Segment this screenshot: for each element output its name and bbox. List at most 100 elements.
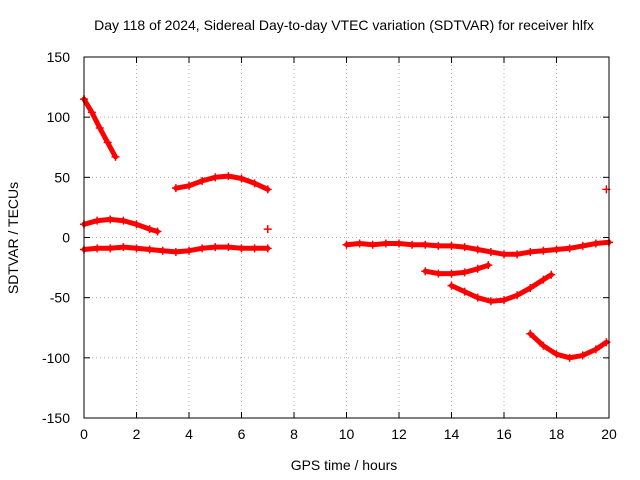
data-point (513, 250, 522, 259)
data-point (434, 241, 443, 250)
x-tick-label: 16 (496, 426, 512, 442)
data-point (368, 240, 377, 249)
data-point (381, 239, 390, 248)
data-point (486, 247, 495, 256)
data-point (447, 269, 456, 278)
data-point (106, 244, 115, 253)
x-tick-label: 10 (339, 426, 355, 442)
data-point (473, 293, 482, 302)
data-point (250, 179, 259, 188)
grid (84, 57, 609, 418)
data-point (158, 246, 167, 255)
data-point (395, 239, 403, 248)
data-point (591, 239, 600, 248)
series-arc-2 (80, 215, 162, 236)
series-arc-8 (447, 270, 556, 306)
data-point (434, 269, 443, 278)
data-point (93, 244, 102, 253)
data-point (263, 244, 272, 253)
data-point (355, 239, 364, 248)
x-tick-label: 0 (80, 426, 88, 442)
series-arc-7 (421, 261, 493, 278)
data-point (578, 241, 587, 250)
data-point (500, 296, 508, 305)
y-tick-label: -100 (42, 350, 70, 366)
data-point (547, 270, 556, 279)
series-line (173, 173, 271, 192)
data-point (119, 243, 128, 252)
data-point (119, 216, 128, 225)
data-point (565, 353, 574, 362)
data-point (513, 291, 522, 300)
data-point (473, 245, 482, 254)
data-point (198, 244, 207, 253)
y-tick-label: -150 (42, 410, 70, 426)
data-point (460, 287, 469, 296)
x-tick-label: 8 (290, 426, 298, 442)
data-point (211, 173, 220, 182)
y-axis-label: SDTVAR / TECUs (5, 182, 21, 294)
data-point (500, 250, 508, 259)
data-point (263, 185, 272, 194)
data-point (95, 123, 104, 132)
series-arc-3 (80, 243, 272, 256)
data-point (591, 345, 600, 354)
data-point (447, 281, 456, 290)
data-point (539, 275, 548, 284)
data-point (460, 243, 469, 252)
x-tick-label: 4 (185, 426, 193, 442)
data-point (198, 176, 207, 185)
data-point (539, 246, 548, 255)
series-arc-6 (342, 238, 613, 259)
data-point (185, 246, 193, 255)
data-point (250, 244, 259, 253)
data-point (460, 268, 469, 277)
chart-title: Day 118 of 2024, Sidereal Day-to-day VTE… (94, 17, 594, 33)
series-arc-5 (263, 225, 272, 234)
data-point (552, 245, 561, 254)
data-point (578, 351, 587, 360)
data-point (132, 220, 141, 229)
data-point (263, 225, 272, 234)
series-arc-1 (80, 95, 120, 161)
y-tick-label: 100 (47, 109, 71, 125)
data-point (93, 216, 102, 225)
x-tick-label: 20 (601, 426, 617, 442)
data-point (421, 267, 430, 276)
data-point (447, 241, 456, 250)
data-point (408, 240, 417, 249)
data-point (106, 215, 115, 224)
y-tick-label: -50 (50, 290, 70, 306)
data-point (171, 184, 180, 193)
x-tick-label: 14 (444, 426, 460, 442)
axis-ticks (83, 56, 610, 419)
series-arc-9 (526, 329, 611, 362)
y-axis-tick-labels: -150 -100 -50 0 50 100 150 (42, 49, 70, 426)
y-tick-label: 0 (62, 230, 70, 246)
y-tick-label: 50 (54, 169, 70, 185)
x-tick-label: 2 (133, 426, 141, 442)
series-arc-4 (171, 172, 272, 194)
x-tick-label: 18 (549, 426, 565, 442)
data-point (153, 227, 162, 236)
data-point (552, 350, 561, 359)
data-point (237, 174, 246, 183)
data-point (421, 240, 430, 249)
data-point (484, 261, 493, 270)
data-point (526, 247, 535, 256)
data-point (565, 244, 574, 253)
data-point (132, 244, 141, 253)
data-point (211, 243, 220, 252)
x-axis-tick-labels: 0 2 4 6 8 10 12 14 16 18 20 (80, 426, 617, 442)
data-point (224, 243, 233, 252)
data-point (237, 244, 246, 253)
x-tick-label: 6 (238, 426, 246, 442)
data-point (526, 329, 535, 338)
data-point (145, 245, 154, 254)
data-point (526, 284, 535, 293)
x-axis-label: GPS time / hours (291, 457, 398, 473)
data-point (145, 225, 154, 234)
data-point (473, 264, 482, 273)
data-point (111, 152, 120, 161)
